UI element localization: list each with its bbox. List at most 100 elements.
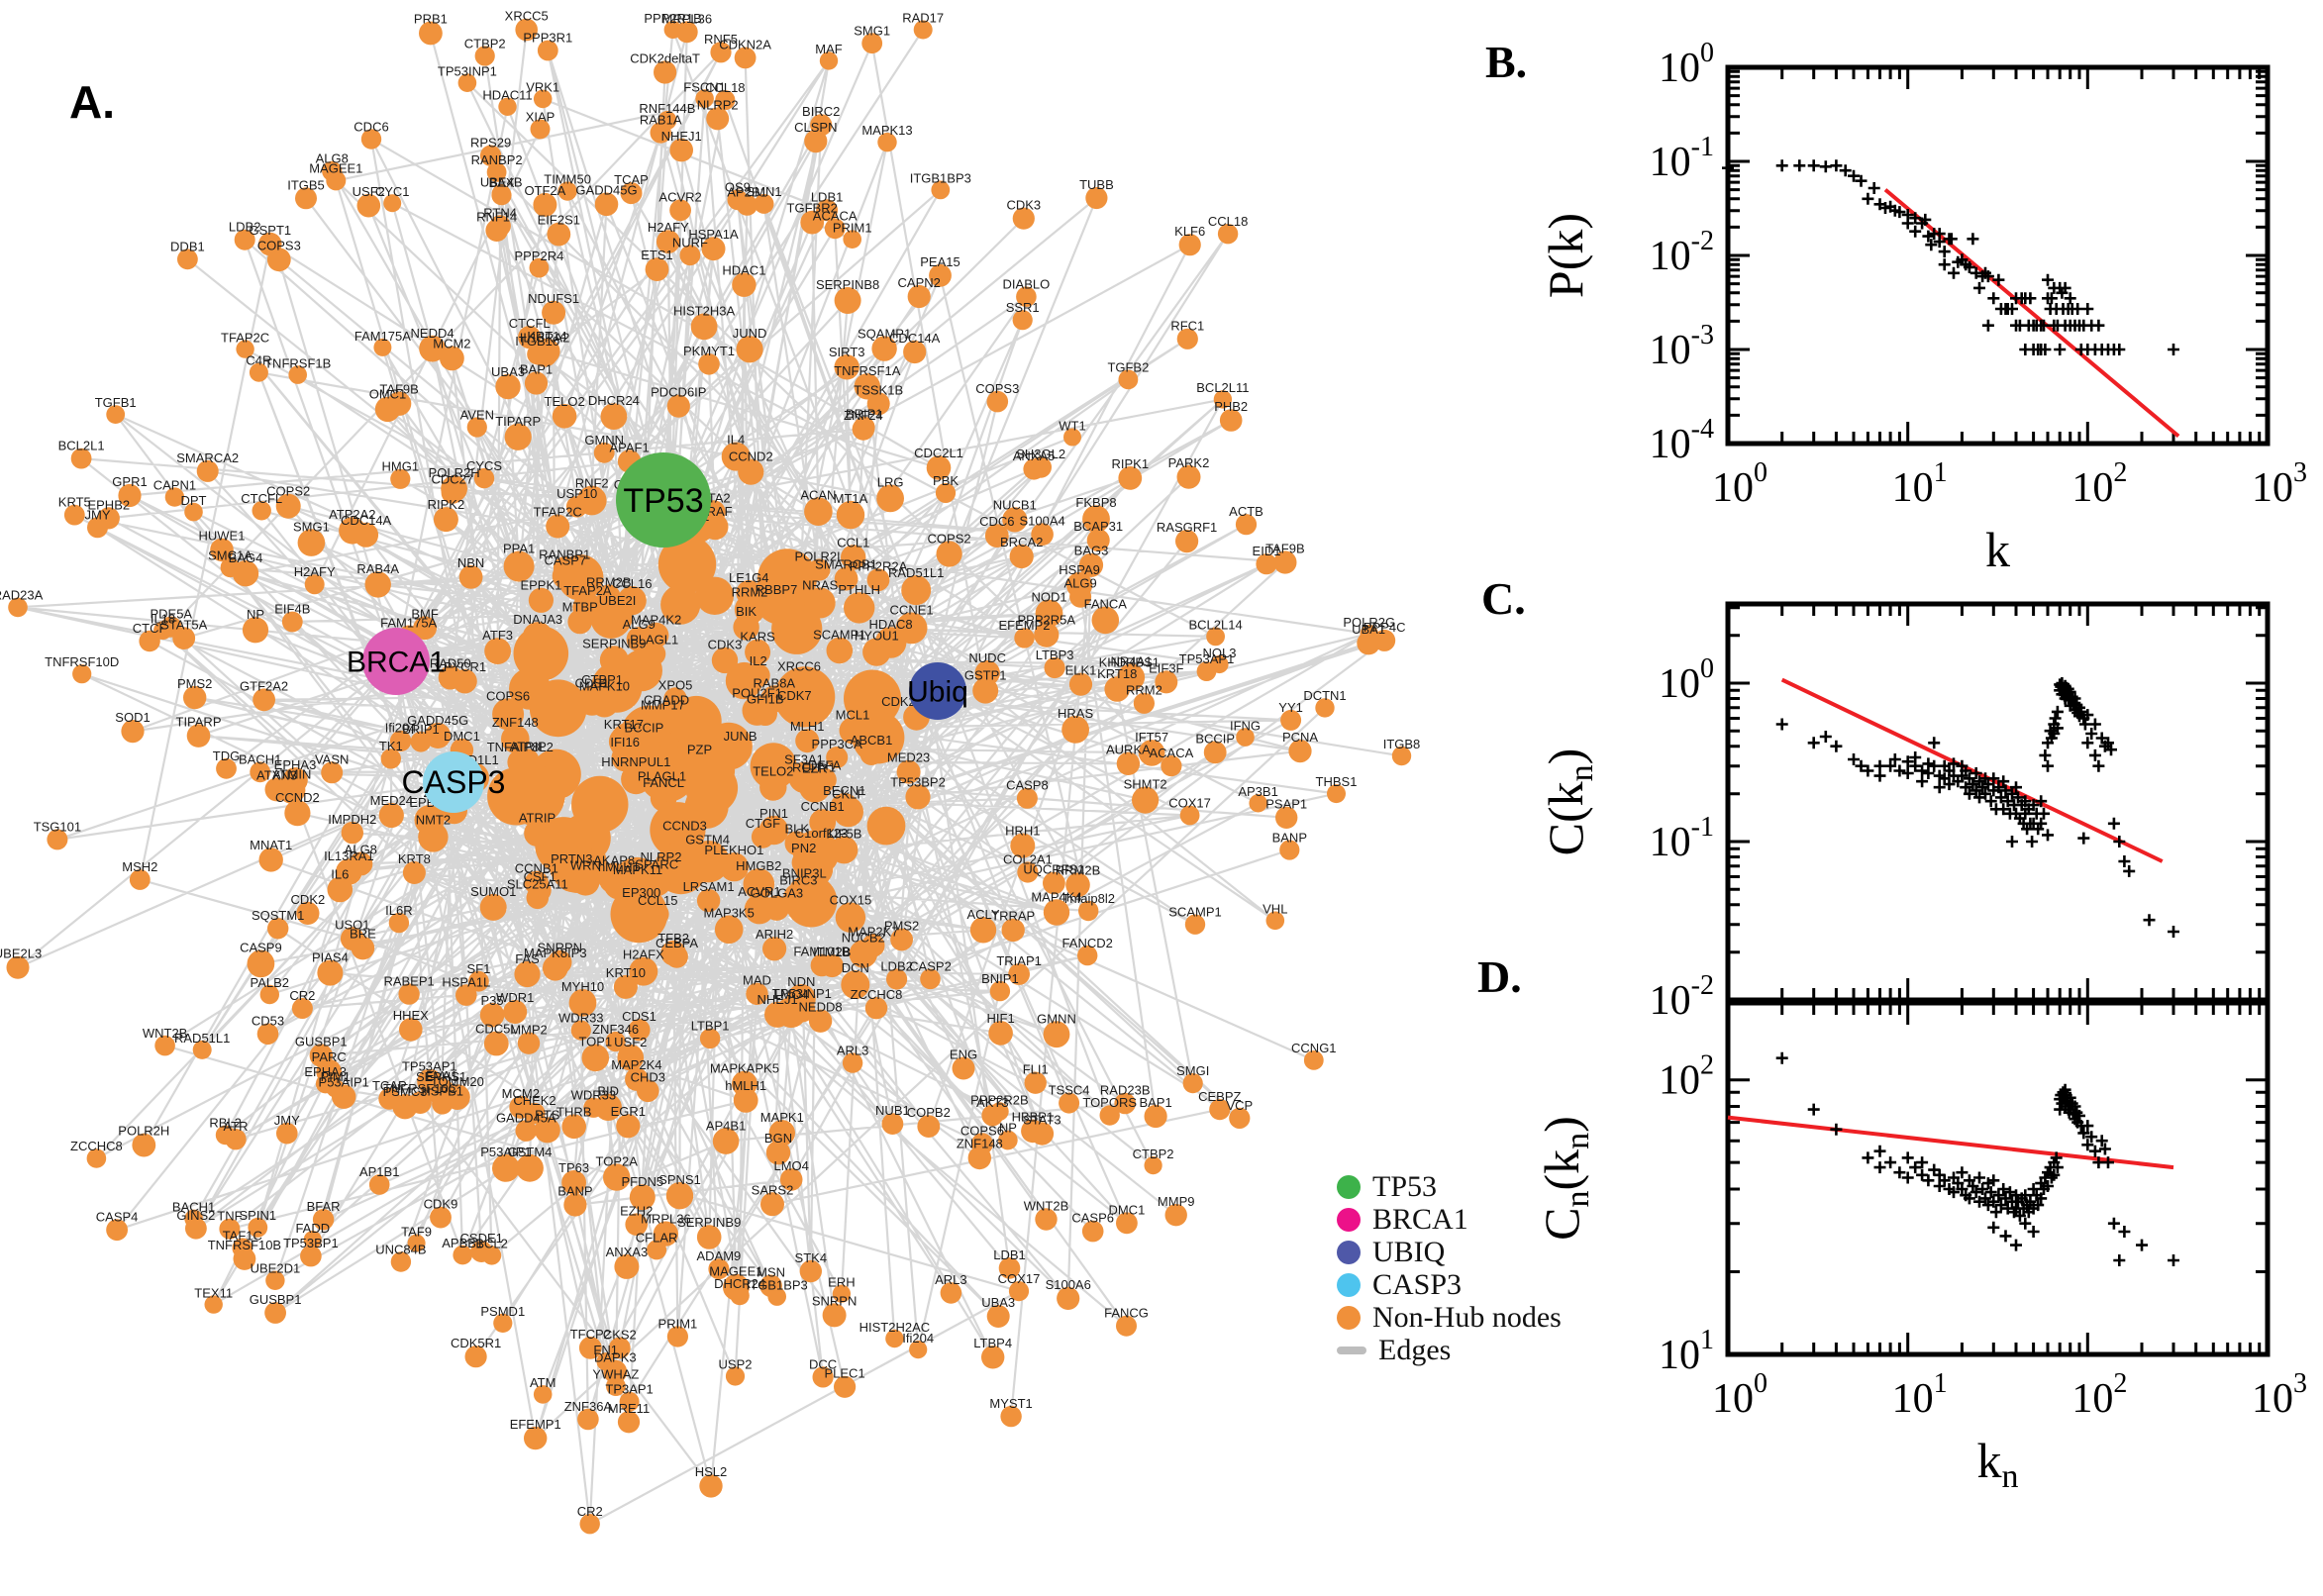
network-node-label: ATRIP [519,810,556,825]
network-node [453,668,477,694]
network-node-label: MAP4K4 [1031,889,1081,904]
network-node-label: CCND3 [662,819,707,834]
network-node [216,757,237,779]
network-node [594,1093,622,1122]
network-node-label: ATF3 [482,628,513,643]
network-node [986,1305,1010,1328]
network-node [866,568,890,592]
network-node [603,868,635,900]
network-node-label: COPS6 [960,1123,1004,1138]
network-node-label: MRE11 [608,1401,650,1416]
network-node [300,1245,322,1267]
network-node-label: TDG [213,748,240,763]
network-node-label: CYC1 [375,184,410,199]
network-node-label: AP2B1 [727,185,766,200]
network-node-label: CASP7 [544,553,586,568]
network-node [501,725,530,753]
network-node [605,1031,626,1052]
network-node-label: NBN [457,555,484,570]
network-node [264,1302,286,1324]
network-node-label: ADAM9 [697,1248,742,1263]
network-node-label: IL13RA1 [324,848,374,863]
network-node [1077,945,1098,966]
network-node-label: GTF2A2 [240,678,288,693]
network-node-label: TAF9 [401,1225,432,1240]
network-node-label: HRAS [1058,706,1093,721]
network-node [783,882,814,914]
network-node [515,1120,538,1142]
network-node [702,513,729,541]
network-node [570,1020,591,1041]
network-node-label: CDC6 [354,119,388,134]
network-node [913,20,933,40]
network-node-label: JUND [733,326,767,341]
network-node [590,688,619,718]
network-node-label: CTCFL [241,491,282,506]
network-node [533,89,553,109]
network-node [577,1408,599,1431]
network-node-label: TSSK1B [854,382,903,397]
network-node [1116,1212,1138,1235]
network-node [989,980,1011,1002]
network-node [466,417,487,438]
network-node [1256,553,1277,575]
network-node [303,1231,322,1249]
network-node-label: GADD45G [575,183,637,198]
network-node-label: USF2 [353,184,385,199]
network-node [341,821,363,845]
network-node [629,1184,656,1211]
network-node-label: POLR2H [118,1124,169,1139]
network-node [646,902,669,926]
network-node-label: TNFRSF1B [264,355,331,370]
network-node-label: BNIP3L [782,866,827,881]
network-node [760,685,788,713]
network-node [516,1153,544,1182]
network-node-label: BMF [411,607,439,622]
panel-c-plot: 100 10-1 10-2 C(kn​) [1538,601,2271,1024]
network-node [1012,310,1033,331]
network-node [259,984,279,1005]
network-node-label: CDS1 [622,1009,656,1024]
network-node [1235,514,1258,536]
network-node [981,1346,1005,1369]
network-node [154,1035,175,1056]
network-node-label: EIF4B [274,602,310,617]
network-node-label: P53AIP1 [480,1145,531,1159]
network-node-label: TRRAP [991,909,1035,924]
network-node-label: DDB1 [170,239,205,253]
network-node-label: MAPK13 [861,123,912,138]
network-node [666,1326,689,1347]
network-node-label: PIN1 [759,806,788,821]
network-node-label: NUDC [968,650,1006,665]
network-node-label: TAF1C [223,1228,262,1243]
tick-label: 10-2 [1650,226,1714,279]
network-node-label: TRIAP1 [996,953,1042,968]
network-node [247,949,275,978]
network-node-label: SH3GL2 [1016,447,1065,461]
network-node [547,222,571,247]
network-node [696,842,720,865]
network-node [871,336,897,361]
network-node-label: NP [999,1121,1017,1136]
network-node-label: KARS [740,630,775,645]
legend-label: UBIQ [1372,1235,1446,1268]
network-node [578,1337,602,1359]
network-node [1176,328,1198,349]
axis-ticks [1726,604,2270,1002]
network-node-label: RAD23B [1100,1083,1151,1098]
network-node [988,1021,1013,1046]
network-node-label: COX15 [830,893,872,908]
network-node [1219,409,1243,432]
network-node [866,806,906,846]
network-node [1043,1021,1070,1048]
network-node-label: TAF9B [1265,541,1305,555]
network-node [669,199,691,222]
network-node-label: ETS1 [641,248,673,262]
network-node-label: NDN [787,974,815,989]
network-node-label: CHD3 [631,1069,665,1084]
network-node [926,455,952,480]
network-node [1184,914,1206,935]
network-node-label: HRH1 [1005,824,1040,839]
network-node [1116,1315,1137,1337]
network-node-label: CDK3 [1006,198,1041,213]
